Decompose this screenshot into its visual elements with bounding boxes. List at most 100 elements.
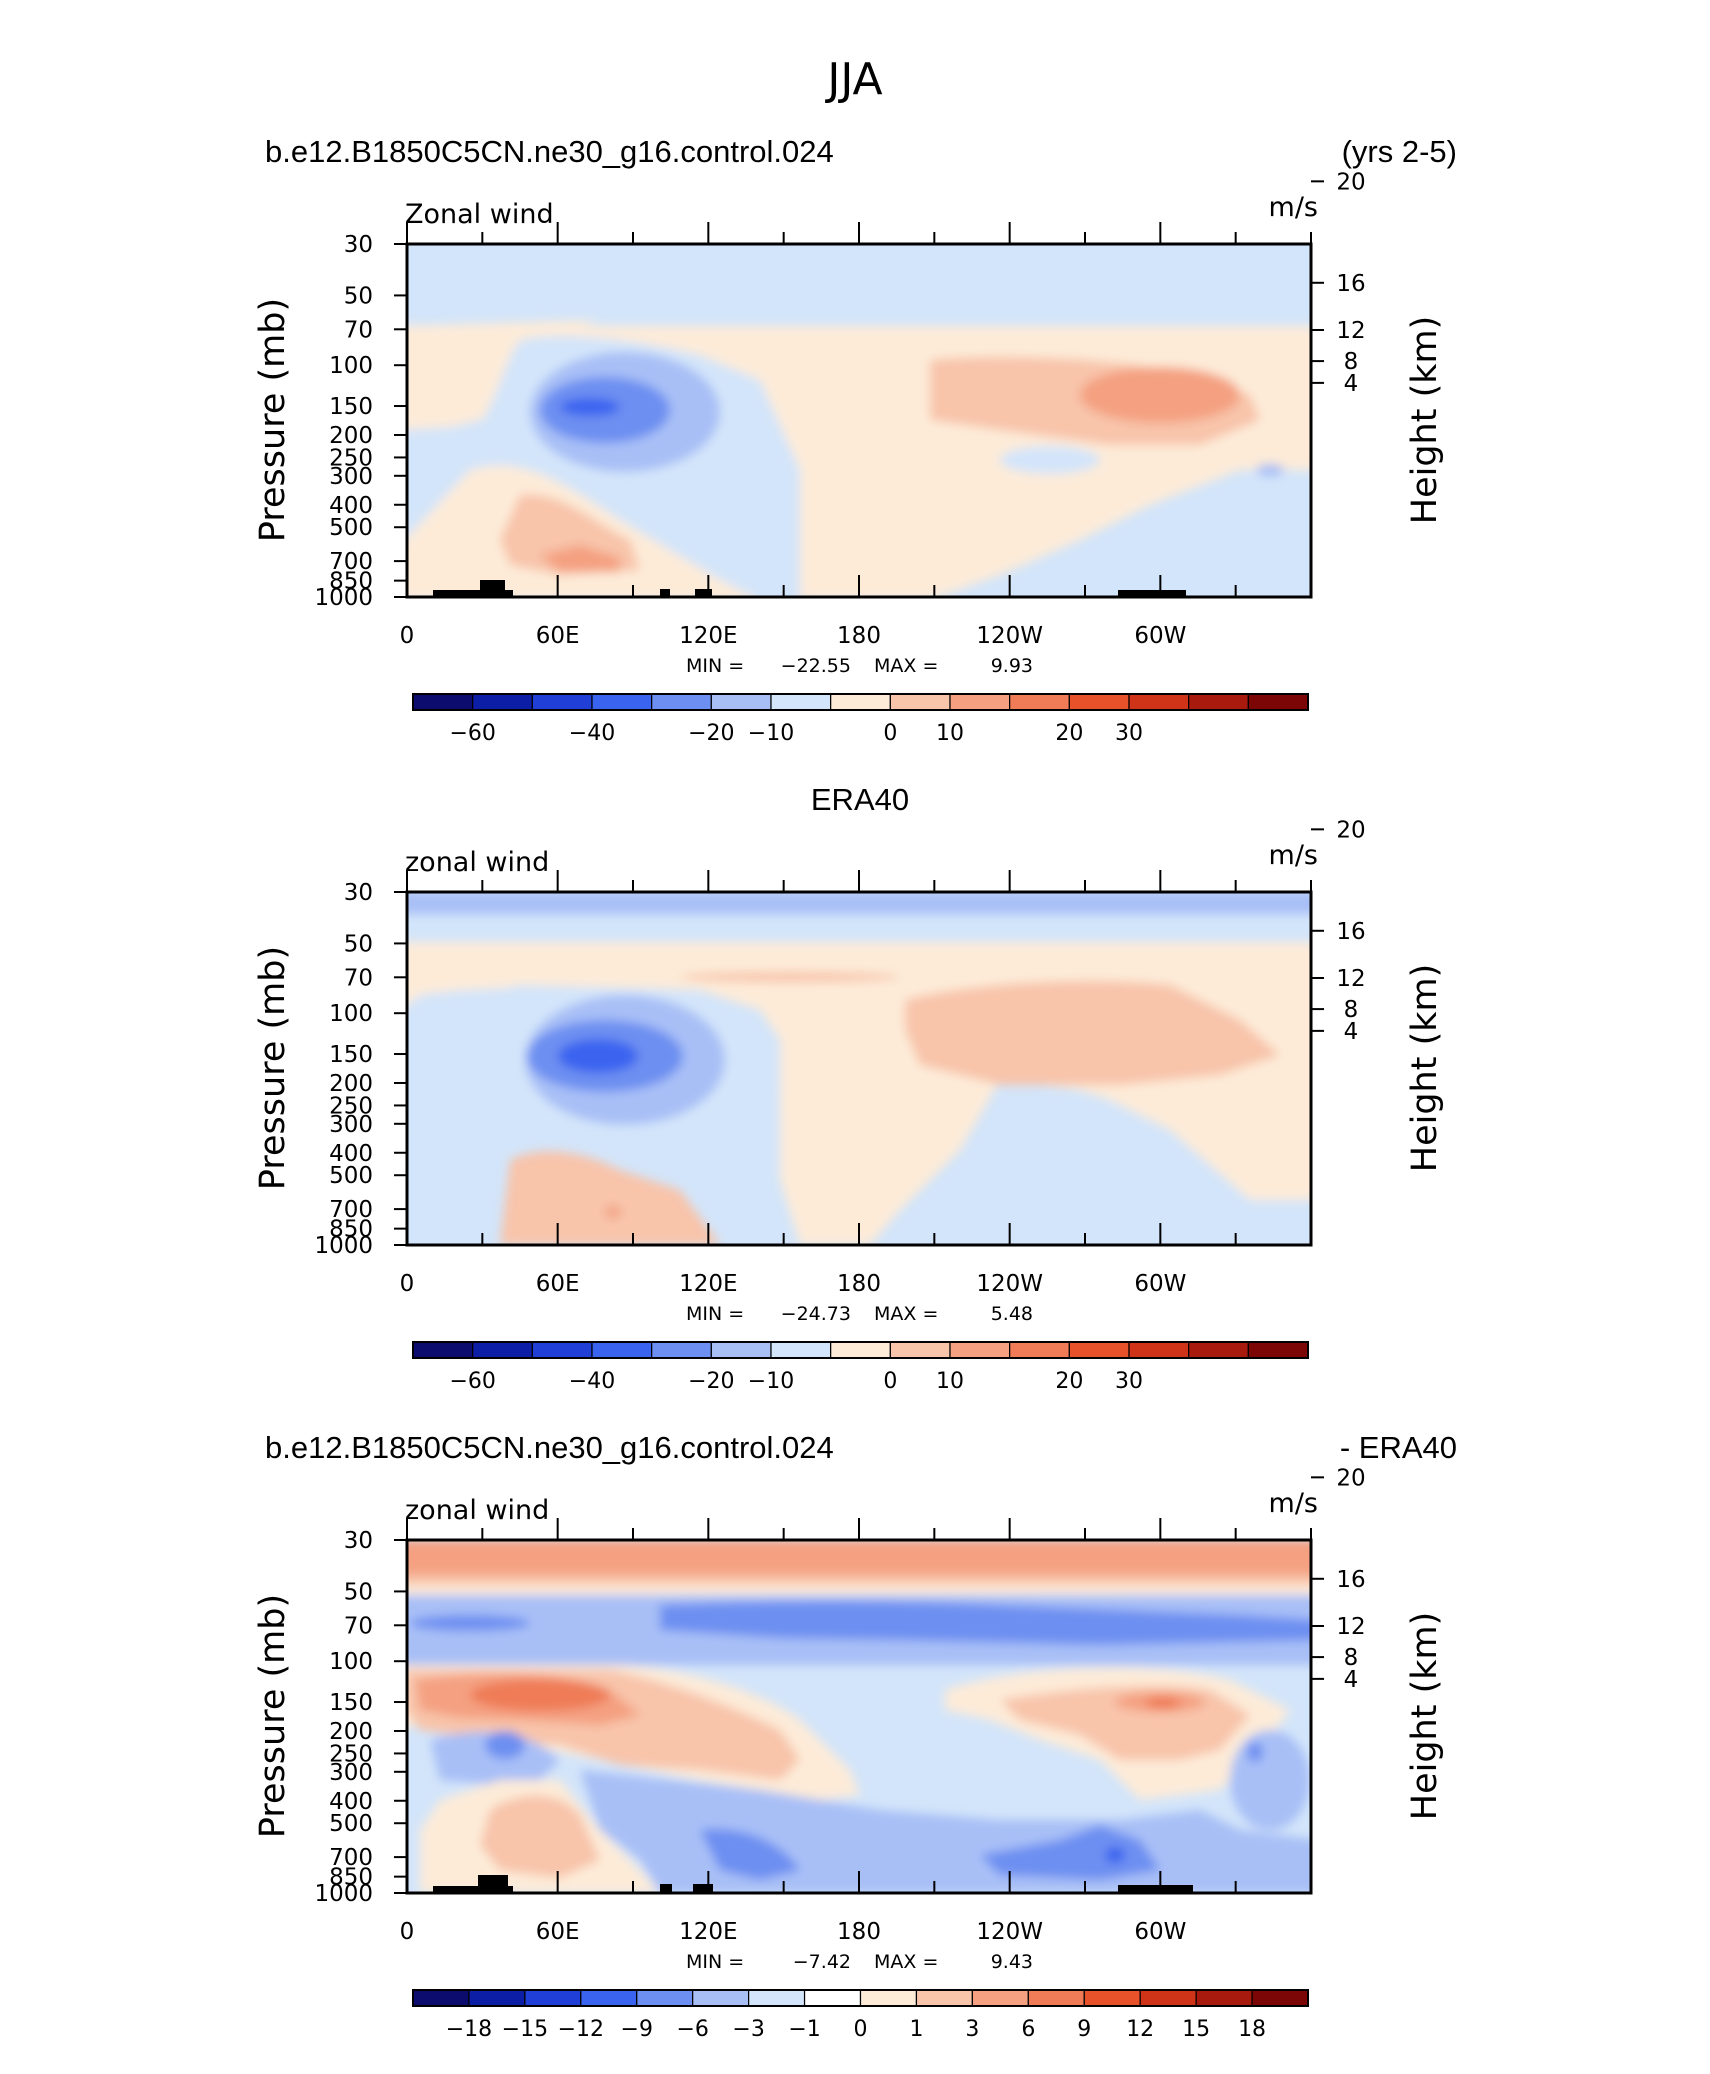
panel-2-ytick-label-11: 850 (329, 1217, 373, 1243)
panel-1-max-value: 9.93 (991, 655, 1033, 677)
panel-1-ytick-label-10: 700 (329, 549, 373, 575)
panel-3-colorbar-label-7: 0 (854, 2017, 868, 2042)
panel-2-units: m/s (1269, 840, 1318, 871)
panel-3-colorbar-label-6: −1 (788, 2017, 820, 2042)
panel-3-colorbar-label-2: −12 (558, 2017, 604, 2042)
panel-2-colorbar-label-2: −20 (688, 1369, 734, 1394)
panel-2-colorbar-box-9 (949, 1341, 1011, 1359)
panel-1-topo-africa-peak (480, 580, 505, 597)
panel-3-colorbar-label-3: −9 (621, 2017, 653, 2042)
panel-2-xtick-label-1: 60E (536, 1271, 580, 1297)
panel-2-contours (407, 892, 1311, 1245)
panel-2-colorbar-label-3: −10 (748, 1369, 794, 1394)
panel-3-ylabel-right: Height (km) (1405, 1612, 1445, 1821)
panel-3-contours (407, 1540, 1311, 1893)
panel-2-y-axis-right: 20 16 12 84 (1311, 817, 1366, 1045)
panel-2-colorbar-box-12 (1128, 1341, 1190, 1359)
panel-3-ytick-right-label-1: 16 (1336, 1567, 1365, 1593)
panel-3-colorbar-box-13 (1139, 1989, 1197, 2007)
panel-2-ytick-label-1: 50 (344, 931, 373, 957)
panel-3-colorbar-label-14: 18 (1238, 2017, 1266, 2042)
panel-2-ytick-label-4: 150 (329, 1042, 373, 1068)
panel-2-xtick-label-5: 60W (1134, 1271, 1186, 1297)
panel-2-variable: zonal wind (405, 847, 549, 878)
panel-3-colorbar-frame (412, 1989, 1309, 2007)
panel-3-ytick-right-label-3: 8 (1344, 1645, 1359, 1671)
panel-1-ytick-label-6: 250 (329, 445, 373, 471)
panel-3-topo-africa (433, 1886, 513, 1893)
panel-3-topo-1 (660, 1884, 672, 1893)
panel-3-max-label: MAX = (874, 1951, 938, 1973)
panel-3-ytick-label-5: 200 (329, 1719, 373, 1745)
panel-1-small-easterly-patch-2 (1256, 464, 1284, 476)
panel-3-ytick-label-12: 1000 (314, 1881, 373, 1907)
panel-1-ytick-label-3: 100 (329, 353, 373, 379)
panel-1-colorbar-label-7: 30 (1115, 721, 1143, 746)
panel-3-y-axis-right: 20 16 12 84 (1311, 1465, 1366, 1693)
panel-1-ylabel-right: Height (km) (1405, 316, 1445, 525)
panel-3-colorbar-box-7 (803, 1989, 862, 2007)
panel-2-ytick-label-7: 300 (329, 1112, 373, 1138)
panel-2-ytick-label-0: 30 (344, 880, 373, 906)
panel-1-ytick-label-2: 70 (344, 317, 373, 343)
panel-1-title-left: b.e12.B1850C5CN.ne30_g16.control.024 (265, 134, 834, 169)
panel-3-ytick-right-label-0: 20 (1336, 1465, 1365, 1491)
panel-3-topo-africa-peak (478, 1875, 508, 1893)
panel-3-mid-tropo-negative-west (430, 1731, 560, 1785)
panel-2-west-hemisphere-westerly (905, 980, 1280, 1085)
panel-1-topo-america (1118, 590, 1186, 597)
panel-2-ytick-label-10: 700 (329, 1197, 373, 1223)
panel-1-colorbar-label-2: −20 (688, 721, 734, 746)
panel-1-ytick-label-9: 500 (329, 515, 373, 541)
panel-2-ytick-right-label-4: 4 (1344, 1019, 1359, 1045)
panel-1-colorbar-box-7 (830, 693, 891, 711)
panel-1-contours (407, 320, 1311, 597)
panel-2-colorbar-box-0 (412, 1341, 474, 1359)
panel-3-difference: b.e12.B1850C5CN.ne30_g16.control.024 - E… (253, 1430, 1457, 2042)
panel-2-ylabel: Pressure (mb) (253, 946, 293, 1190)
panel-3-upper-tropo-east-max (1145, 1697, 1181, 1709)
panel-1-colorbar-box-12 (1128, 693, 1190, 711)
panel-1-colorbar-box-4 (651, 693, 712, 711)
panel-1-xtick-label-0: 0 (400, 623, 415, 649)
panel-2-colorbar-box-3 (591, 1341, 653, 1359)
panel-1-y-axis-right: 20 16 12 84 (1311, 169, 1366, 397)
panel-1-colorbar-box-2 (531, 693, 593, 711)
panel-2-ytick-right-label-0: 20 (1336, 817, 1365, 843)
panel-2-ytick-label-8: 400 (329, 1141, 373, 1167)
panel-3-xtick-label-1: 60E (536, 1919, 580, 1945)
panel-3-topography (433, 1875, 1193, 1893)
panel-1-ytick-label-7: 300 (329, 464, 373, 490)
panel-3-ylabel: Pressure (mb) (253, 1594, 293, 1838)
panel-2-jet-core (558, 1039, 638, 1073)
panel-2-bottom-easterly-edge (1100, 1100, 1311, 1245)
panel-3-lower-positive-west-2 (480, 1795, 600, 1878)
panel-3-colorbar-label-12: 12 (1126, 2017, 1154, 2042)
panel-3-colorbar-box-0 (412, 1989, 470, 2007)
panel-3-max-value: 9.43 (991, 1951, 1033, 1973)
panel-2-min-value: −24.73 (781, 1303, 851, 1325)
panel-3-cool-band-core (660, 1601, 1311, 1645)
panel-2-colorbar-box-6 (770, 1341, 832, 1359)
panel-3-min-value: −7.42 (793, 1951, 851, 1973)
panel-1-model: b.e12.B1850C5CN.ne30_g16.control.024 (yr… (253, 134, 1457, 746)
panel-1-colorbar: −60 −40 −20 −10 0 10 20 30 (412, 693, 1309, 746)
panel-3-upper-tropo-max (470, 1679, 610, 1711)
panel-3-units: m/s (1269, 1488, 1318, 1519)
panel-1-topo-1 (660, 589, 670, 597)
panel-3-colorbar-box-12 (1083, 1989, 1141, 2007)
panel-1-colorbar-box-3 (591, 693, 653, 711)
panel-1-colorbar-box-1 (472, 693, 533, 711)
panel-2-xtick-label-2: 120E (679, 1271, 737, 1297)
panel-1-topography (433, 580, 1186, 597)
panel-2-max-label: MAX = (874, 1303, 938, 1325)
panel-3-colorbar-label-11: 9 (1077, 2017, 1091, 2042)
panel-1-colorbar-box-10 (1009, 693, 1070, 711)
panel-3-colorbar-label-13: 15 (1182, 2017, 1210, 2042)
panel-2-colorbar-label-1: −40 (569, 1369, 615, 1394)
panel-3-ytick-label-11: 850 (329, 1865, 373, 1891)
panel-1-xtick-label-3: 180 (837, 623, 881, 649)
panel-1-ytick-label-0: 30 (344, 232, 373, 258)
panel-2-obs: ERA40 zonal wind m/s 3050701001502002503… (253, 782, 1445, 1394)
